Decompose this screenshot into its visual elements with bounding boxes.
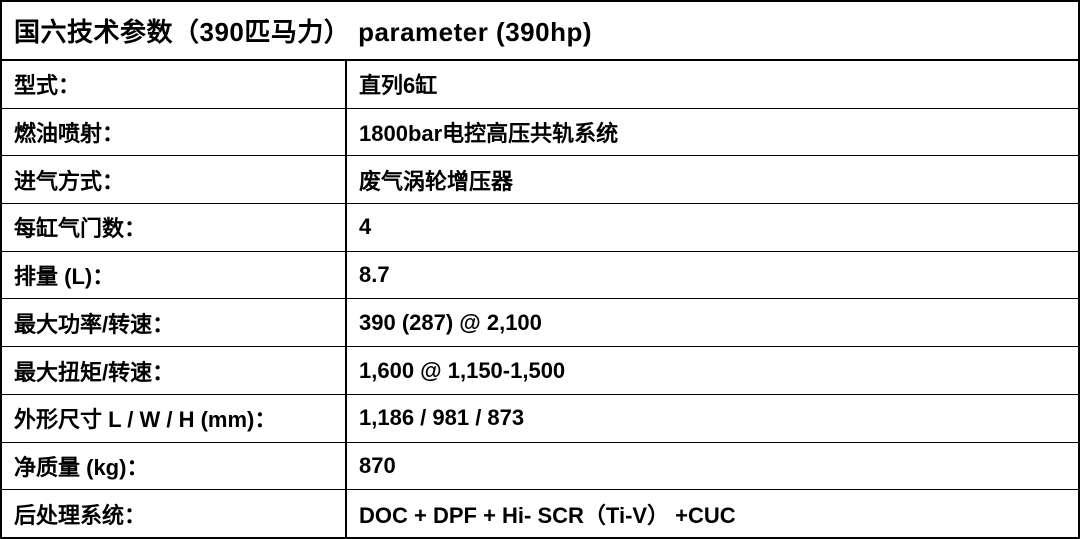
spec-label: 燃油喷射：: [1, 108, 346, 156]
table-title: 国六技术参数（390匹马力） parameter (390hp): [1, 1, 1079, 60]
table-row: 后处理系统： DOC + DPF + Hi- SCR（Ti-V） +CUC: [1, 490, 1079, 538]
spec-value: 1,600 @ 1,150-1,500: [346, 347, 1079, 395]
spec-value: 1800bar电控高压共轨系统: [346, 108, 1079, 156]
spec-value: 870: [346, 442, 1079, 490]
spec-label: 净质量 (kg)：: [1, 442, 346, 490]
spec-label: 型式：: [1, 60, 346, 108]
spec-table-container: 国六技术参数（390匹马力） parameter (390hp) 型式： 直列6…: [0, 0, 1080, 539]
spec-value: 1,186 / 981 / 873: [346, 394, 1079, 442]
spec-value: 8.7: [346, 251, 1079, 299]
spec-label: 进气方式：: [1, 156, 346, 204]
spec-value: 390 (287) @ 2,100: [346, 299, 1079, 347]
spec-value: 废气涡轮增压器: [346, 156, 1079, 204]
table-row: 型式： 直列6缸: [1, 60, 1079, 108]
spec-label: 最大扭矩/转速：: [1, 347, 346, 395]
spec-table: 国六技术参数（390匹马力） parameter (390hp) 型式： 直列6…: [0, 0, 1080, 539]
table-row: 排量 (L)： 8.7: [1, 251, 1079, 299]
spec-label: 每缸气门数：: [1, 204, 346, 252]
spec-label: 最大功率/转速：: [1, 299, 346, 347]
spec-label: 排量 (L)：: [1, 251, 346, 299]
spec-label: 外形尺寸 L / W / H (mm)：: [1, 394, 346, 442]
spec-value: DOC + DPF + Hi- SCR（Ti-V） +CUC: [346, 490, 1079, 538]
spec-label: 后处理系统：: [1, 490, 346, 538]
table-row: 最大扭矩/转速： 1,600 @ 1,150-1,500: [1, 347, 1079, 395]
table-row: 燃油喷射： 1800bar电控高压共轨系统: [1, 108, 1079, 156]
table-row: 最大功率/转速： 390 (287) @ 2,100: [1, 299, 1079, 347]
table-row: 外形尺寸 L / W / H (mm)： 1,186 / 981 / 873: [1, 394, 1079, 442]
spec-value: 直列6缸: [346, 60, 1079, 108]
spec-value: 4: [346, 204, 1079, 252]
table-row: 净质量 (kg)： 870: [1, 442, 1079, 490]
table-row: 每缸气门数： 4: [1, 204, 1079, 252]
table-row: 进气方式： 废气涡轮增压器: [1, 156, 1079, 204]
